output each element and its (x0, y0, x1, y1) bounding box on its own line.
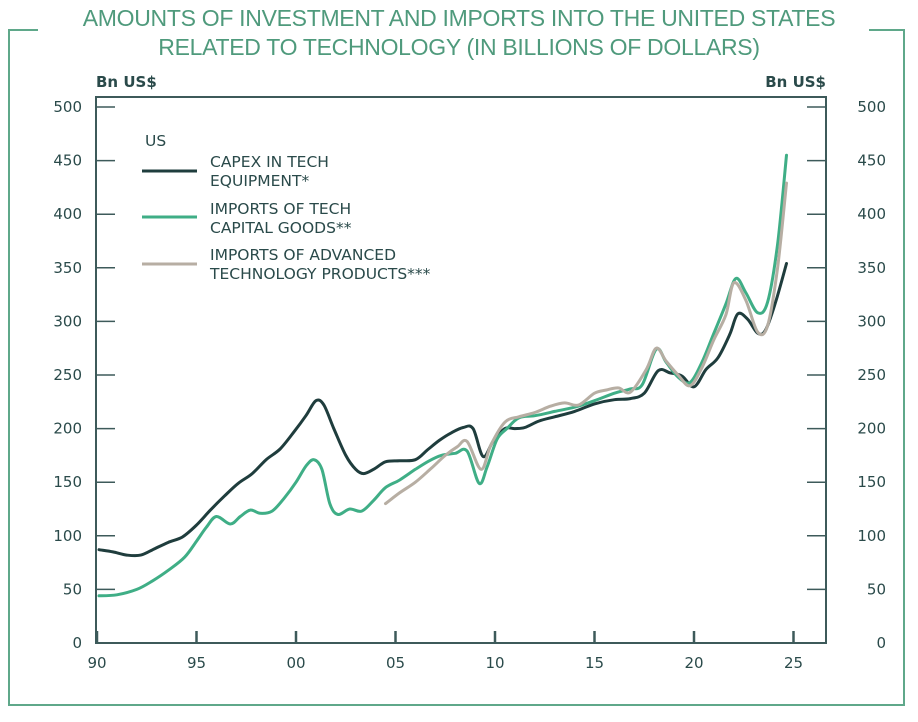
y-tick-label-right: 250 (857, 366, 886, 384)
y-tick-label-left: 450 (53, 152, 82, 170)
legend-label-capex-line-2: EQUIPMENT* (210, 172, 309, 190)
legend-label-capex-line-1: CAPEX IN TECH (210, 153, 329, 171)
x-axis: 90 95 00 05 10 15 20 25 (87, 631, 803, 672)
y-tick-label-left: 500 (53, 98, 82, 116)
legend-item-capex: CAPEX IN TECH EQUIPMENT* (142, 153, 334, 190)
x-tick-label: 15 (585, 654, 604, 672)
legend-label-advanced-tech-products: IMPORTS OF ADVANCED TECHNOLOGY PRODUCTS*… (209, 246, 431, 283)
y-tick-label-right: 400 (857, 205, 886, 223)
y-tick-label-right: 500 (857, 98, 886, 116)
legend: US CAPEX IN TECH EQUIPMENT* IMPORTS OF T… (142, 132, 431, 283)
y-axis-left: 0 50 100 150 200 250 300 350 400 450 500 (53, 98, 115, 652)
plot-area-frame (95, 96, 827, 644)
y-tick-label-left: 100 (53, 527, 82, 545)
series-line-advanced-tech-products (384, 181, 788, 506)
y-tick-label-left: 50 (63, 580, 82, 598)
outer-frame (8, 29, 905, 706)
y-tick-label-left: 350 (53, 259, 82, 277)
series-line-capex (97, 262, 788, 558)
legend-item-advanced-tech-products: IMPORTS OF ADVANCED TECHNOLOGY PRODUCTS*… (142, 246, 431, 283)
legend-label-capex: CAPEX IN TECH EQUIPMENT* (210, 153, 334, 190)
y-tick-label-left: 300 (53, 312, 82, 330)
y-tick-label-left: 250 (53, 366, 82, 384)
legend-label-tech-capital-goods: IMPORTS OF TECH CAPITAL GOODS** (210, 200, 356, 237)
y-tick-label-left: 400 (53, 205, 82, 223)
x-tick-label: 00 (286, 654, 305, 672)
legend-label-tech-capital-goods-line-2: CAPITAL GOODS** (210, 219, 352, 237)
chart-title-line-1: AMOUNTS OF INVESTMENT AND IMPORTS INTO T… (82, 5, 836, 31)
frame-left-bracket (8, 29, 905, 706)
series-line-tech-capital-goods (97, 153, 788, 598)
y-tick-label-left: 0 (72, 634, 82, 652)
chart-title-line-2: RELATED TO TECHNOLOGY (IN BILLIONS OF DO… (158, 34, 760, 60)
legend-heading: US (145, 132, 166, 150)
legend-label-advanced-tech-products-line-1: IMPORTS OF ADVANCED (210, 246, 396, 264)
x-tick-label: 90 (87, 654, 106, 672)
right-unit-label: Bn US$ (765, 73, 826, 91)
y-tick-label-right: 450 (857, 152, 886, 170)
y-tick-label-right: 350 (857, 259, 886, 277)
y-tick-label-right: 100 (857, 527, 886, 545)
x-tick-label: 10 (485, 654, 504, 672)
x-tick-label: 05 (386, 654, 405, 672)
x-tick-label: 95 (187, 654, 206, 672)
chart-title: AMOUNTS OF INVESTMENT AND IMPORTS INTO T… (0, 4, 918, 62)
legend-item-tech-capital-goods: IMPORTS OF TECH CAPITAL GOODS** (142, 200, 356, 237)
x-tick-label: 20 (684, 654, 703, 672)
y-tick-label-left: 150 (53, 473, 82, 491)
y-tick-label-right: 150 (857, 473, 886, 491)
series-lines (97, 153, 788, 598)
y-axis-right: 0 50 100 150 200 250 300 350 400 450 500 (807, 98, 886, 652)
x-tick-label: 25 (784, 654, 803, 672)
left-unit-label: Bn US$ (96, 73, 157, 91)
y-tick-label-right: 50 (867, 580, 886, 598)
legend-label-tech-capital-goods-line-1: IMPORTS OF TECH (210, 200, 351, 218)
y-tick-label-right: 200 (857, 420, 886, 438)
y-tick-label-left: 200 (53, 420, 82, 438)
y-tick-label-right: 0 (876, 634, 886, 652)
legend-label-advanced-tech-products-line-2: TECHNOLOGY PRODUCTS*** (209, 265, 431, 283)
y-tick-label-right: 300 (857, 312, 886, 330)
